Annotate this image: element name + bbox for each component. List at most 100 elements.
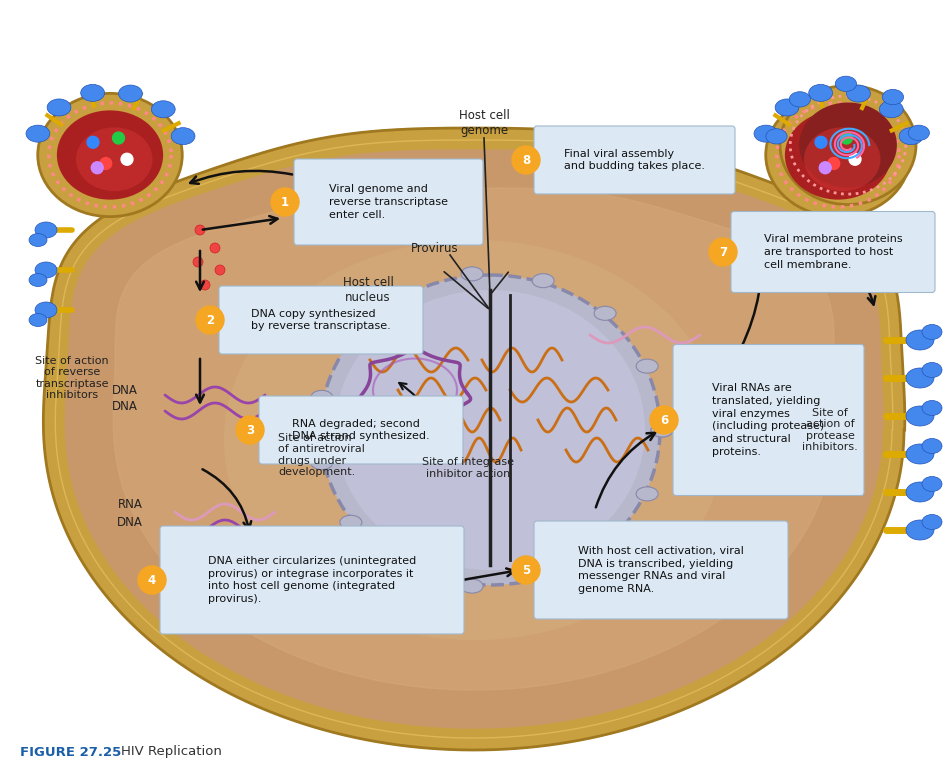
Circle shape — [790, 275, 800, 285]
Ellipse shape — [38, 94, 182, 217]
Ellipse shape — [906, 482, 934, 502]
Text: RNA: RNA — [118, 498, 142, 512]
Ellipse shape — [57, 111, 163, 200]
Ellipse shape — [594, 307, 616, 320]
Text: 5: 5 — [522, 563, 530, 577]
Ellipse shape — [785, 111, 891, 200]
Ellipse shape — [906, 520, 934, 540]
Ellipse shape — [532, 274, 555, 288]
FancyBboxPatch shape — [160, 526, 464, 634]
Text: 2: 2 — [206, 313, 214, 327]
Ellipse shape — [29, 313, 47, 327]
Text: Site of integrase
inhibitor action: Site of integrase inhibitor action — [422, 457, 514, 479]
Text: 6: 6 — [660, 413, 668, 426]
Circle shape — [271, 188, 299, 216]
FancyBboxPatch shape — [534, 521, 788, 619]
Ellipse shape — [393, 559, 415, 573]
Ellipse shape — [908, 125, 929, 141]
Circle shape — [650, 406, 678, 434]
FancyBboxPatch shape — [294, 159, 483, 245]
Ellipse shape — [922, 477, 942, 491]
Ellipse shape — [809, 84, 832, 101]
Ellipse shape — [594, 539, 616, 553]
Circle shape — [512, 556, 540, 584]
Ellipse shape — [883, 90, 903, 104]
Text: RNA degraded; second
DNA strand synthesized.: RNA degraded; second DNA strand synthesi… — [292, 419, 429, 441]
Ellipse shape — [35, 302, 57, 318]
Circle shape — [196, 306, 224, 334]
Text: 3: 3 — [246, 423, 254, 437]
Ellipse shape — [651, 423, 673, 437]
Text: 4: 4 — [148, 574, 156, 587]
Circle shape — [849, 153, 861, 165]
Circle shape — [841, 132, 852, 144]
FancyBboxPatch shape — [534, 126, 735, 194]
Ellipse shape — [532, 572, 555, 587]
Circle shape — [815, 136, 827, 148]
Text: DNA either circularizes (unintegrated
provirus) or integrase incorporates it
int: DNA either circularizes (unintegrated pr… — [208, 556, 416, 604]
Ellipse shape — [799, 102, 897, 187]
Ellipse shape — [922, 400, 942, 416]
Ellipse shape — [790, 91, 811, 107]
Text: Site of action
of reverse
transcriptase
inhibitors: Site of action of reverse transcriptase … — [35, 355, 109, 400]
Circle shape — [87, 136, 99, 148]
Circle shape — [805, 260, 815, 270]
Ellipse shape — [461, 579, 483, 593]
Text: Site of
action of
protease
inhibitors.: Site of action of protease inhibitors. — [802, 408, 858, 452]
Circle shape — [828, 158, 840, 170]
Ellipse shape — [461, 267, 483, 281]
Text: Viral genome and
reverse transcriptase
enter cell.: Viral genome and reverse transcriptase e… — [329, 184, 448, 220]
Circle shape — [819, 162, 831, 173]
Text: Final viral assembly
and budding takes place.: Final viral assembly and budding takes p… — [564, 149, 705, 171]
Text: DNA: DNA — [112, 383, 138, 396]
Ellipse shape — [780, 85, 916, 204]
Ellipse shape — [766, 128, 787, 144]
Polygon shape — [114, 188, 835, 690]
Ellipse shape — [636, 487, 658, 501]
Circle shape — [195, 225, 205, 235]
Ellipse shape — [847, 85, 870, 102]
Polygon shape — [65, 150, 883, 728]
Ellipse shape — [335, 290, 645, 570]
Circle shape — [138, 566, 166, 594]
Ellipse shape — [922, 324, 942, 340]
Ellipse shape — [922, 439, 942, 454]
Ellipse shape — [311, 456, 333, 470]
Circle shape — [236, 416, 264, 444]
Text: Viral membrane proteins
are transported to host
cell membrane.: Viral membrane proteins are transported … — [764, 235, 902, 270]
Ellipse shape — [906, 368, 934, 388]
Ellipse shape — [636, 359, 658, 373]
Ellipse shape — [29, 273, 47, 286]
Ellipse shape — [906, 330, 934, 350]
Ellipse shape — [906, 444, 934, 464]
Circle shape — [193, 257, 203, 267]
Text: Host cell
nucleus: Host cell nucleus — [342, 276, 393, 304]
Circle shape — [215, 265, 225, 275]
Circle shape — [210, 243, 220, 253]
Circle shape — [91, 162, 103, 173]
Circle shape — [785, 245, 795, 255]
Ellipse shape — [766, 94, 910, 217]
Text: FIGURE 27.25: FIGURE 27.25 — [20, 745, 121, 759]
Ellipse shape — [81, 84, 104, 101]
Ellipse shape — [339, 330, 362, 344]
Text: Provirus: Provirus — [411, 241, 459, 255]
Text: Viral RNAs are
translated, yielding
viral enzymes
(including protease)
and struc: Viral RNAs are translated, yielding vira… — [712, 383, 825, 457]
Polygon shape — [44, 128, 904, 750]
Ellipse shape — [35, 222, 57, 238]
Text: DNA: DNA — [112, 400, 138, 413]
Text: 7: 7 — [719, 245, 727, 259]
Ellipse shape — [880, 101, 903, 118]
Ellipse shape — [172, 128, 195, 145]
Text: 8: 8 — [522, 153, 530, 166]
Ellipse shape — [922, 362, 942, 378]
Ellipse shape — [339, 515, 362, 529]
Text: Site of action
of antiretroviral
drugs under
development.: Site of action of antiretroviral drugs u… — [278, 433, 365, 478]
Ellipse shape — [152, 101, 175, 118]
FancyBboxPatch shape — [673, 344, 864, 495]
Ellipse shape — [775, 99, 799, 116]
Ellipse shape — [754, 125, 777, 142]
FancyBboxPatch shape — [219, 286, 423, 354]
Ellipse shape — [906, 406, 934, 426]
Ellipse shape — [651, 423, 673, 437]
